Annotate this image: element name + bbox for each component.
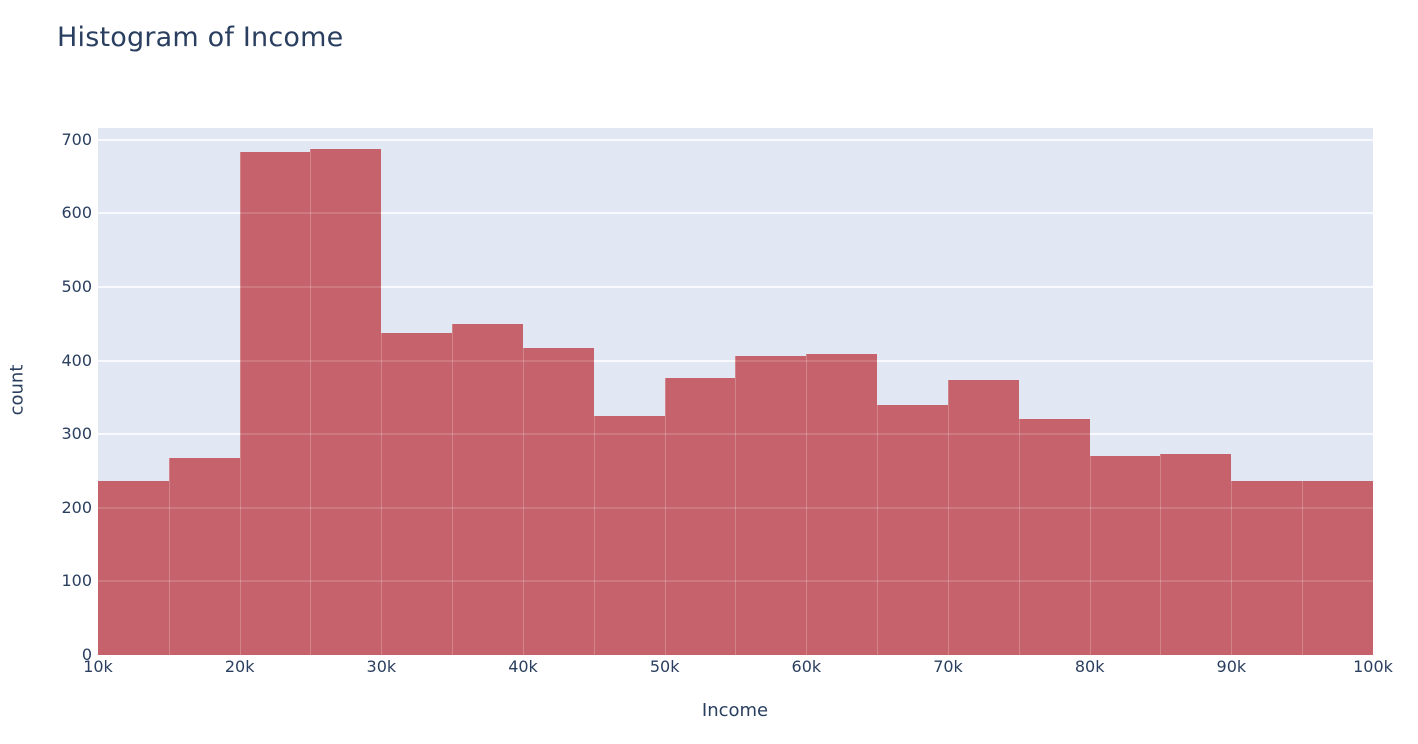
bar-85k-90k[interactable] (1160, 454, 1232, 655)
x-axis-title: Income (701, 700, 769, 721)
y-axis-ticks: 0 100 200 300 400 500 600 700 (0, 128, 92, 662)
bar-65k-70k[interactable] (877, 404, 948, 655)
bar-90k-95k[interactable] (1231, 481, 1303, 655)
bar-30k-35k[interactable] (381, 333, 453, 655)
y-tick-label-300: 300 (61, 424, 92, 444)
x-tick-label-20k: 20k (224, 657, 255, 676)
y-tick-label-200: 200 (61, 497, 92, 517)
y-tick-label-100: 100 (61, 571, 92, 591)
bar-75k-80k[interactable] (1018, 418, 1090, 655)
y-axis-title: count (6, 364, 28, 416)
y-tick-label-700: 700 (61, 129, 92, 149)
x-axis-ticks: 10k 20k 30k 40k 50k 60k 70k 80k 90k 100k (83, 657, 1393, 679)
x-tick-label-40k: 40k (508, 657, 538, 676)
y-tick-label-400: 400 (61, 350, 92, 370)
bar-60k-65k[interactable] (806, 353, 878, 655)
x-tick-label-90k: 90k (1216, 657, 1247, 676)
bar-70k-75k[interactable] (947, 380, 1019, 655)
gridline-600 (98, 212, 1373, 215)
bar-55k-60k[interactable] (735, 356, 807, 655)
y-tick-label-0: 0 (81, 645, 92, 664)
gridline-500 (98, 285, 1373, 288)
bar-10k-15k[interactable] (98, 480, 169, 655)
y-tick-label-600: 600 (61, 203, 92, 223)
bar-35k-40k[interactable] (452, 323, 523, 655)
gridline-700 (98, 138, 1373, 141)
y-tick-label-500: 500 (61, 276, 92, 296)
x-tick-label-30k: 30k (366, 657, 397, 676)
bar-40k-45k[interactable] (522, 348, 594, 655)
bar-25k-30k[interactable] (310, 149, 382, 655)
bar-15k-20k[interactable] (168, 457, 240, 655)
histogram-bars (98, 128, 1373, 655)
x-tick-label-50k: 50k (649, 657, 680, 676)
bar-80k-85k[interactable] (1089, 456, 1161, 655)
plot-area[interactable] (98, 128, 1373, 655)
chart-title: Histogram of Income (57, 22, 344, 53)
bar-45k-50k[interactable] (593, 415, 665, 655)
x-tick-label-70k: 70k (933, 657, 963, 676)
x-tick-label-80k: 80k (1074, 657, 1105, 676)
bar-50k-55k[interactable] (664, 378, 736, 655)
x-tick-label-10k: 10k (83, 657, 113, 676)
x-tick-label-100k: 100k (1353, 657, 1393, 676)
bar-20k-25k[interactable] (239, 151, 311, 655)
x-tick-label-60k: 60k (791, 657, 822, 676)
bar-95k-100k[interactable] (1302, 480, 1373, 655)
